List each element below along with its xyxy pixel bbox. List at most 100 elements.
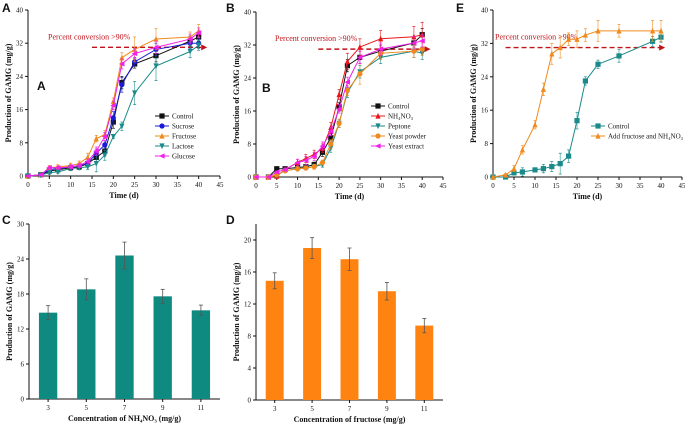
- marker-triangle-down: [159, 143, 165, 150]
- x-axis-title: Time (d): [335, 192, 365, 201]
- marker-triangle-up: [595, 132, 601, 139]
- y-tick-label: 32: [16, 40, 24, 48]
- marker-circle: [344, 87, 351, 93]
- legend-label: Yeast extract: [388, 143, 424, 151]
- y-axis-title: Production of GAMG (mg/g): [5, 262, 14, 361]
- marker-triangle-up: [557, 44, 563, 51]
- x-tick-label: 40: [419, 182, 427, 190]
- marker-triangle-up: [503, 171, 509, 178]
- x-tick-label: 5: [48, 181, 52, 189]
- chart-panel-a: 0 8 16 24 32 40 0 5 10 15 20 25 30 35 40 45 Time (d) Prod…: [4, 7, 224, 201]
- legend-label: Yeast powder: [388, 133, 427, 141]
- marker-square: [582, 78, 588, 84]
- marker-triangle-up: [658, 27, 664, 34]
- marker-triangle-left: [54, 165, 61, 171]
- x-tick-label: 20: [574, 182, 582, 190]
- marker-square: [540, 166, 546, 172]
- x-tick-label: 35: [637, 182, 645, 190]
- marker-triangle-left: [118, 61, 125, 67]
- bar: [415, 325, 434, 400]
- marker-triangle-left: [67, 164, 74, 170]
- x-tick-label: 15: [553, 182, 561, 190]
- marker-triangle-up: [85, 154, 91, 160]
- x-tick-label: 11: [421, 405, 428, 413]
- arrowhead: [424, 46, 431, 53]
- marker-circle: [303, 165, 309, 171]
- marker-triangle-left: [327, 129, 334, 135]
- y-axis-title: Production of GAMG (mg/g): [4, 43, 13, 142]
- bar: [303, 248, 322, 400]
- panel-letter-e: E: [456, 1, 464, 15]
- arrowhead: [659, 44, 666, 51]
- legend-label: Peptone: [388, 123, 411, 131]
- annotation-text: Percent conversion >90%: [48, 32, 131, 41]
- marker-triangle-up: [566, 36, 572, 42]
- marker-square: [159, 113, 165, 119]
- y-tick-label: 32: [244, 42, 252, 50]
- marker-circle: [357, 71, 363, 77]
- marker-triangle-down: [55, 169, 61, 175]
- y-tick-label: 8: [248, 333, 252, 341]
- marker-triangle-down: [85, 164, 91, 170]
- marker-triangle-up: [153, 35, 159, 42]
- marker-triangle-up: [159, 132, 165, 139]
- bar: [340, 259, 359, 400]
- marker-circle: [419, 46, 425, 52]
- marker-circle: [319, 159, 326, 166]
- y-tick-label: 32: [481, 40, 489, 48]
- y-tick-label: 40: [16, 7, 24, 15]
- bar: [77, 289, 96, 399]
- x-tick-label: 3: [46, 404, 50, 412]
- y-tick-label: 12: [244, 301, 252, 309]
- x-tick-label: 45: [679, 182, 685, 190]
- y-tick-label: 24: [17, 256, 25, 264]
- marker-triangle-up: [357, 43, 363, 50]
- marker-triangle-left: [273, 169, 280, 175]
- y-tick-label: 40: [481, 7, 489, 15]
- marker-square: [557, 161, 563, 167]
- marker-triangle-down: [119, 123, 125, 130]
- y-tick-label: 24: [16, 73, 24, 81]
- x-tick-label: 5: [85, 404, 89, 412]
- series-line: [493, 36, 662, 178]
- marker-triangle-up: [519, 146, 525, 153]
- marker-triangle-up: [511, 165, 517, 172]
- marker-triangle-up: [595, 27, 601, 34]
- marker-triangle-left: [302, 157, 309, 164]
- y-tick-label: 16: [244, 108, 252, 116]
- marker-square: [511, 170, 517, 176]
- marker-triangle-left: [356, 54, 363, 60]
- x-tick-label: 45: [217, 181, 225, 189]
- x-tick-label: 15: [315, 182, 323, 190]
- x-tick-label: 11: [198, 404, 205, 412]
- chart-panel-d: 0 4 8 12 16 20 Concentration of fructose (mg/g…: [232, 224, 443, 424]
- x-tick-label: 5: [275, 182, 279, 190]
- x-tick-label: 5: [310, 405, 314, 413]
- marker-triangle-down: [46, 170, 52, 176]
- legend-label: Control: [172, 113, 193, 121]
- marker-triangle-up: [540, 86, 546, 92]
- marker-triangle-left: [410, 40, 417, 46]
- marker-triangle-left: [76, 163, 82, 169]
- y-tick-label: 40: [244, 9, 252, 17]
- bar: [377, 291, 396, 400]
- marker-triangle-left: [319, 143, 326, 149]
- x-tick-label: 20: [110, 181, 118, 189]
- x-tick-label: 30: [153, 181, 161, 189]
- marker-triangle-up: [375, 112, 381, 119]
- bar: [153, 296, 172, 399]
- marker-circle: [294, 166, 301, 172]
- x-tick-label: 10: [532, 182, 540, 190]
- bar: [38, 312, 58, 399]
- marker-triangle-down: [102, 152, 108, 159]
- marker-circle: [411, 48, 417, 54]
- y-tick-label: 0: [248, 174, 252, 182]
- marker-triangle-up: [344, 58, 351, 65]
- x-axis-title: Concentration of fructose (mg/g): [294, 415, 406, 424]
- legend-label: Control: [388, 103, 409, 111]
- marker-triangle-left: [294, 159, 301, 166]
- marker-triangle-left: [374, 143, 381, 149]
- panel-letter-d: D: [226, 213, 235, 227]
- x-tick-label: 35: [174, 181, 182, 189]
